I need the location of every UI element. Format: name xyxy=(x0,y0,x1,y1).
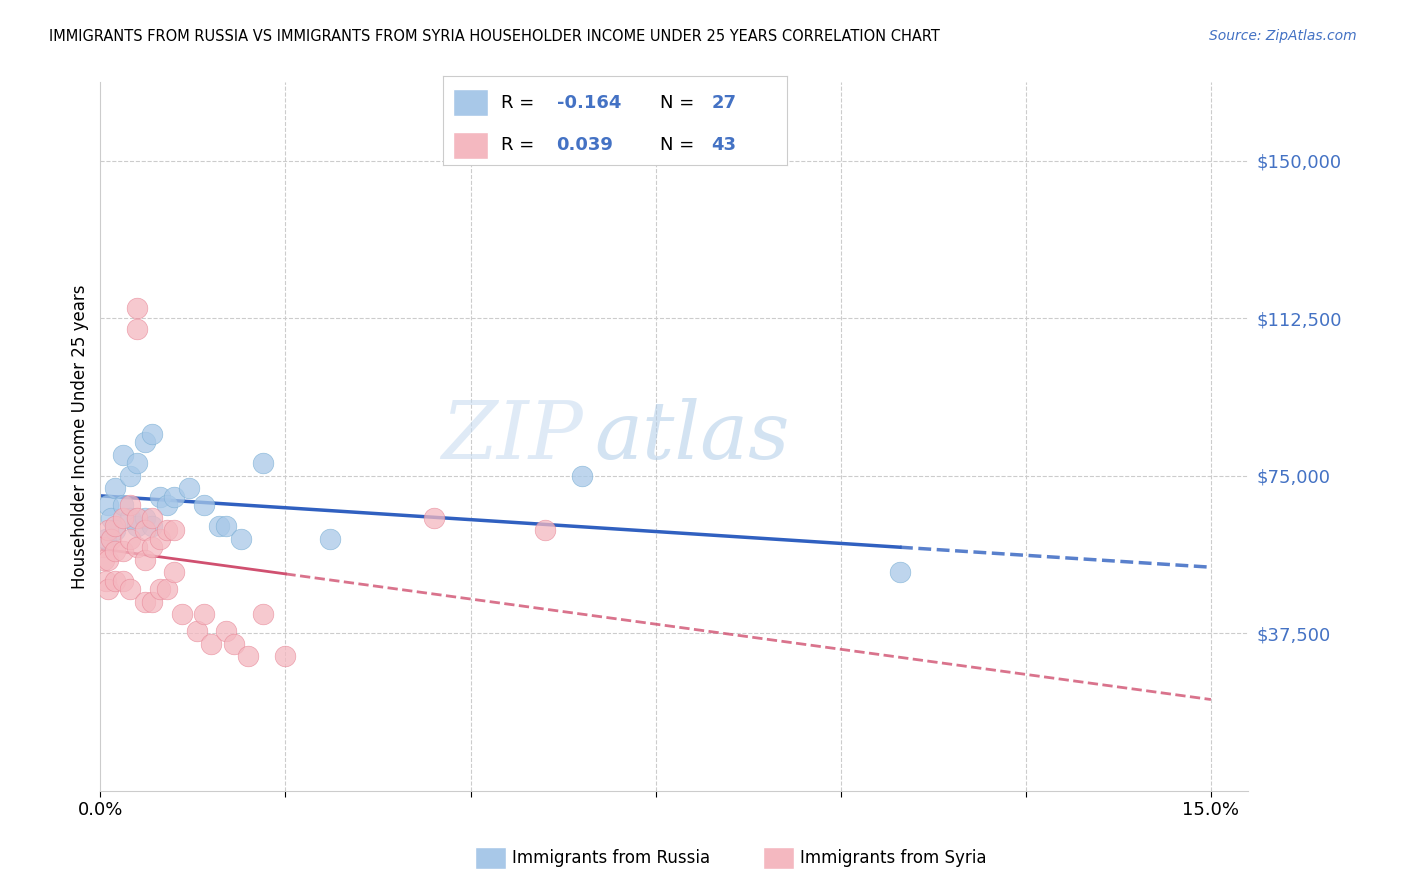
Point xyxy=(127,321,149,335)
Point xyxy=(118,582,141,596)
Point xyxy=(238,649,260,664)
Point xyxy=(104,544,127,558)
Point xyxy=(97,498,120,512)
Point xyxy=(104,523,127,537)
Text: Immigrants from Syria: Immigrants from Syria xyxy=(800,849,987,867)
Point xyxy=(111,448,134,462)
Text: IMMIGRANTS FROM RUSSIA VS IMMIGRANTS FROM SYRIA HOUSEHOLDER INCOME UNDER 25 YEAR: IMMIGRANTS FROM RUSSIA VS IMMIGRANTS FRO… xyxy=(49,29,941,44)
Point xyxy=(163,523,186,537)
Point xyxy=(533,523,555,537)
Point xyxy=(222,637,245,651)
Point xyxy=(170,607,193,622)
Point xyxy=(319,532,342,546)
Point xyxy=(571,468,593,483)
Point xyxy=(156,523,179,537)
Point xyxy=(111,510,134,524)
Point xyxy=(118,532,141,546)
Point xyxy=(141,519,163,533)
Text: Source: ZipAtlas.com: Source: ZipAtlas.com xyxy=(1209,29,1357,43)
Text: 0.039: 0.039 xyxy=(557,136,613,154)
Point xyxy=(156,498,179,512)
Text: R =: R = xyxy=(502,136,540,154)
Text: Immigrants from Russia: Immigrants from Russia xyxy=(512,849,710,867)
Point xyxy=(252,607,274,622)
Point xyxy=(252,456,274,470)
Text: -0.164: -0.164 xyxy=(557,94,621,112)
Point xyxy=(134,435,156,450)
Point xyxy=(274,649,297,664)
Point xyxy=(127,519,149,533)
Point xyxy=(141,594,163,608)
Point xyxy=(127,456,149,470)
Point xyxy=(91,540,114,554)
Point xyxy=(96,532,118,546)
Point xyxy=(215,519,238,533)
Point xyxy=(104,481,127,495)
Point xyxy=(163,565,186,579)
Point xyxy=(215,624,238,638)
Text: 27: 27 xyxy=(711,94,737,112)
Point xyxy=(229,532,252,546)
Point xyxy=(889,565,911,579)
Point xyxy=(134,594,156,608)
Point xyxy=(179,481,201,495)
Point xyxy=(156,582,179,596)
Point xyxy=(97,552,120,566)
Point xyxy=(163,490,186,504)
Point xyxy=(127,540,149,554)
Point xyxy=(104,574,127,588)
Point xyxy=(149,582,172,596)
Text: N =: N = xyxy=(659,94,700,112)
Point xyxy=(193,498,215,512)
Y-axis label: Householder Income Under 25 years: Householder Income Under 25 years xyxy=(72,284,89,589)
Text: N =: N = xyxy=(659,136,700,154)
Point xyxy=(141,510,163,524)
Point xyxy=(134,523,156,537)
Point xyxy=(97,582,120,596)
Point xyxy=(94,574,117,588)
Text: 43: 43 xyxy=(711,136,737,154)
Point xyxy=(118,498,141,512)
FancyBboxPatch shape xyxy=(453,132,488,159)
Point xyxy=(104,519,127,533)
Point xyxy=(134,510,156,524)
Point xyxy=(208,519,231,533)
Text: ZIP: ZIP xyxy=(440,398,582,475)
Point xyxy=(141,540,163,554)
Point xyxy=(149,490,172,504)
Point xyxy=(111,574,134,588)
Point xyxy=(141,426,163,441)
Text: atlas: atlas xyxy=(593,398,789,475)
Point xyxy=(118,510,141,524)
Point xyxy=(134,552,156,566)
Point xyxy=(111,544,134,558)
Point xyxy=(149,532,172,546)
Point xyxy=(100,532,122,546)
Text: R =: R = xyxy=(502,94,540,112)
Point xyxy=(97,523,120,537)
FancyBboxPatch shape xyxy=(453,89,488,116)
Point xyxy=(186,624,208,638)
Point xyxy=(127,301,149,315)
Point xyxy=(111,498,134,512)
Point xyxy=(100,510,122,524)
Point xyxy=(118,468,141,483)
Point xyxy=(200,637,222,651)
Point xyxy=(127,510,149,524)
Point xyxy=(422,510,444,524)
Point xyxy=(93,552,115,566)
Point xyxy=(193,607,215,622)
